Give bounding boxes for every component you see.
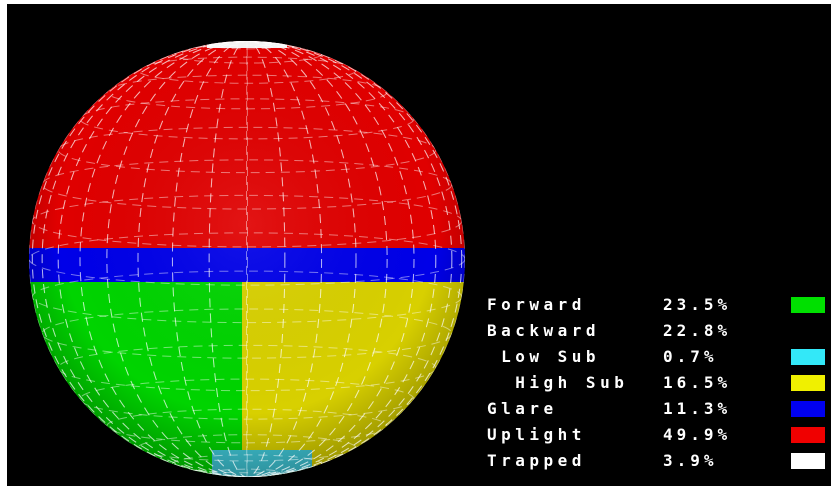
legend-swatch [791, 427, 825, 443]
legend-row: Trapped 3.9% [487, 450, 827, 472]
legend-value: 49.9% [663, 425, 732, 444]
legend-label: Forward [487, 295, 586, 314]
legend-label: High Sub [487, 373, 629, 392]
legend-row: Forward 23.5% [487, 294, 827, 316]
legend-value: 3.9% [663, 451, 718, 470]
legend-label: Uplight [487, 425, 586, 444]
legend-row: High Sub 16.5% [487, 372, 827, 394]
legend-swatch [791, 453, 825, 469]
legend-swatch [791, 375, 825, 391]
legend-row: Backward 22.8% [487, 320, 827, 342]
legend-label: Low Sub [487, 347, 601, 366]
legend-label: Backward [487, 321, 601, 340]
legend-value: 16.5% [663, 373, 732, 392]
legend-row: Low Sub 0.7% [487, 346, 827, 368]
legend-swatch [791, 401, 825, 417]
luminaire-distribution-sphere[interactable] [7, 4, 467, 486]
legend-value: 22.8% [663, 321, 732, 340]
legend-swatch [791, 349, 825, 365]
legend-value: 23.5% [663, 295, 732, 314]
legend-row: Uplight 49.9% [487, 424, 827, 446]
render-viewport: Forward 23.5% Backward 22.8% Low Sub 0.7% Hi… [7, 4, 831, 486]
legend-row: Glare 11.3% [487, 398, 827, 420]
legend-value: 11.3% [663, 399, 732, 418]
legend-label: Trapped [487, 451, 586, 470]
legend-value: 0.7% [663, 347, 718, 366]
legend-label: Glare [487, 399, 558, 418]
legend-swatch [791, 297, 825, 313]
